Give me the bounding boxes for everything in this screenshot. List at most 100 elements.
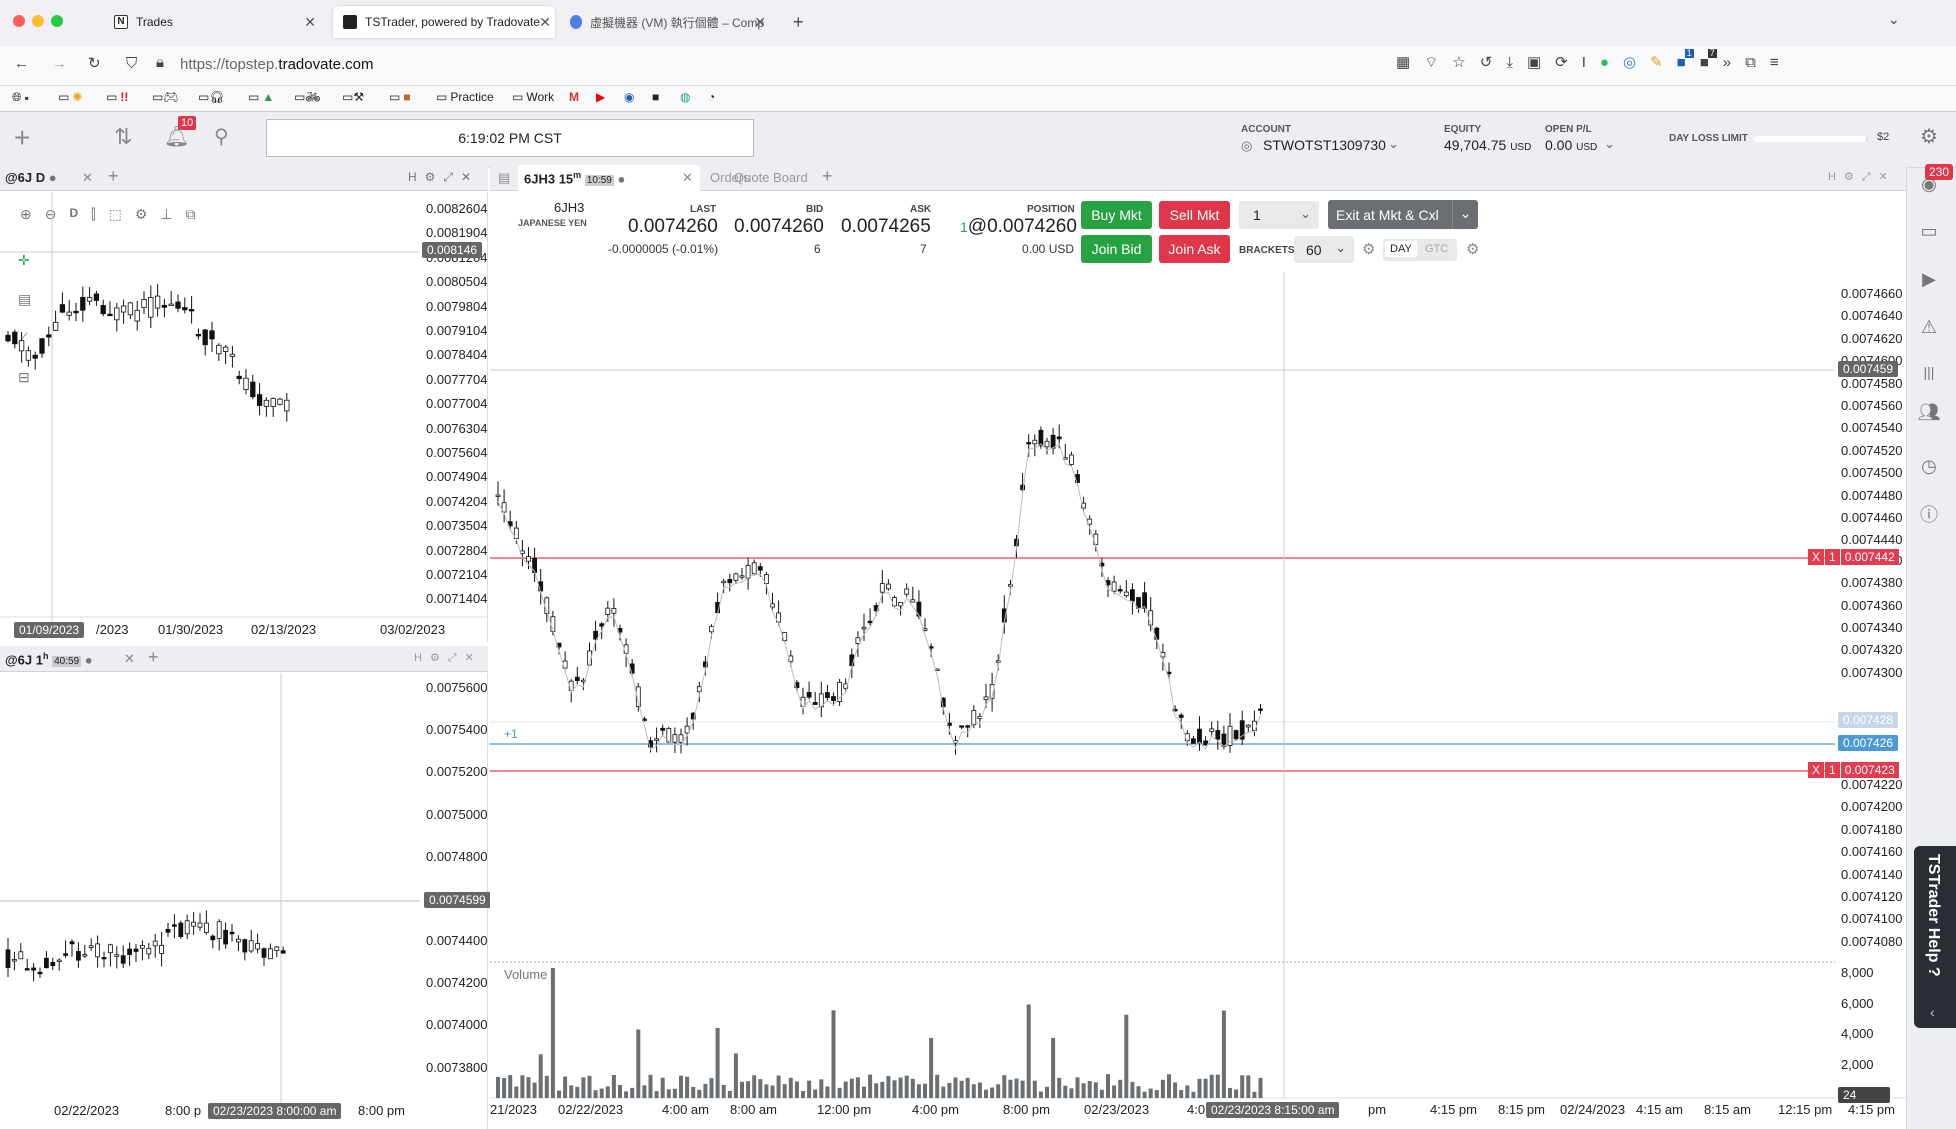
- chevron-left-icon[interactable]: ‹: [1930, 1004, 1935, 1020]
- browser-tab-trades[interactable]: N Trades ✕: [104, 6, 324, 38]
- pencil-icon[interactable]: ✎: [1650, 54, 1663, 71]
- join-bid-button[interactable]: Join Bid: [1081, 235, 1152, 263]
- maximize-window-button[interactable]: [51, 15, 63, 27]
- zoom-in-icon[interactable]: ⊕: [20, 206, 32, 222]
- close-window-button[interactable]: [13, 15, 25, 27]
- select-icon[interactable]: ⬚: [108, 206, 122, 222]
- bookmark-folder[interactable]: ▭ ■: [389, 90, 411, 104]
- left-top-chart[interactable]: ⊕ ⊖ D ⫿ ⬚ ⚙ ⊥ ⧉ ✛ ▤ ⟋ ⊟ 0.0082604 0.00819…: [0, 192, 488, 642]
- menu-icon[interactable]: ≡: [1769, 54, 1779, 71]
- join-ask-button[interactable]: Join Ask: [1159, 235, 1230, 263]
- sliders-icon[interactable]: ⚙: [1920, 126, 1938, 148]
- order-tag-lower[interactable]: X 1 0.007423: [1808, 762, 1899, 778]
- add-tab-icon[interactable]: +: [148, 647, 159, 667]
- chevron-down-icon[interactable]: ⌄: [1604, 136, 1615, 151]
- order-settings-icon[interactable]: ⚙: [1466, 241, 1480, 258]
- panel-controls[interactable]: H⚙⤢✕: [414, 652, 482, 664]
- sync-icon[interactable]: ⟳: [1555, 54, 1568, 71]
- cancel-order-icon[interactable]: X: [1808, 549, 1825, 565]
- address-field[interactable]: https://topstep.tradovate.com: [180, 56, 373, 73]
- chevron-down-icon[interactable]: ⌄: [1388, 136, 1399, 151]
- tab-orders[interactable]: Orders: [710, 170, 750, 185]
- printer-icon[interactable]: ▣: [1526, 54, 1542, 71]
- overflow-chevron-icon[interactable]: »: [1722, 54, 1732, 71]
- chatgpt-icon[interactable]: ◍: [680, 90, 691, 104]
- cursor-icon[interactable]: I: [1581, 54, 1586, 71]
- quantity-select[interactable]: 1 ⌄: [1239, 201, 1319, 229]
- hourly-candlestick-chart[interactable]: [0, 673, 488, 1129]
- tif-day[interactable]: DAY: [1385, 241, 1417, 257]
- bars-icon[interactable]: |||: [1923, 364, 1935, 380]
- 15m-candlestick-chart[interactable]: [490, 272, 1906, 1129]
- chat-icon[interactable]: ▭: [1920, 220, 1938, 241]
- zoom-out-icon[interactable]: ⊖: [44, 206, 57, 222]
- bookmark-folder[interactable]: 🌐︎ ▪: [12, 90, 29, 105]
- exit-at-market-button[interactable]: Exit at Mkt & Cxl ⌄: [1328, 200, 1478, 229]
- order-tag-upper[interactable]: X 1 0.007442: [1808, 549, 1899, 565]
- qr-icon[interactable]: ▦: [1396, 54, 1411, 71]
- help-tab[interactable]: TSTrader Help ? ‹: [1914, 846, 1956, 1028]
- site-icon[interactable]: ◉: [624, 90, 635, 104]
- history-icon[interactable]: ↺: [1479, 54, 1493, 71]
- lock-icon[interactable]: ⊟: [18, 369, 30, 385]
- bookmark-folder[interactable]: ▭ ▲: [248, 90, 275, 104]
- star-icon[interactable]: ☆: [1452, 54, 1466, 71]
- brackets-settings-icon[interactable]: ⚙: [1362, 241, 1376, 258]
- add-tab-icon[interactable]: +: [822, 166, 833, 186]
- tab-6j-hourly[interactable]: @6J 1h 40:59 ●: [5, 651, 93, 668]
- help-icon[interactable]: ⓘ: [1920, 505, 1938, 525]
- minimize-window-button[interactable]: [32, 15, 44, 27]
- download-icon[interactable]: ⤓: [1506, 54, 1513, 71]
- close-tab-icon[interactable]: ✕: [539, 13, 551, 30]
- tab-6jh3-15m[interactable]: 6JH3 15m 10:59 ● ✕: [518, 165, 700, 191]
- browser-tab-tstrader[interactable]: TSTrader, powered by Tradovate ✕: [333, 6, 555, 38]
- layout-icon[interactable]: ▤: [498, 170, 511, 185]
- tab-list-chevron-icon[interactable]: ⌄: [1888, 11, 1900, 27]
- buy-market-button[interactable]: Buy Mkt: [1081, 201, 1152, 229]
- bookmark-work[interactable]: ▭ Work: [512, 90, 555, 104]
- evernote-icon[interactable]: ●: [1599, 54, 1609, 71]
- panel-controls[interactable]: H⚙⤢✕: [408, 170, 480, 184]
- bookmark-folder[interactable]: ▭!!: [106, 90, 129, 104]
- forward-icon[interactable]: →: [52, 55, 67, 72]
- close-tab-icon[interactable]: ✕: [304, 13, 316, 30]
- search-icon[interactable]: ⚲: [214, 126, 229, 148]
- warning-icon[interactable]: ⚠: [1920, 316, 1938, 337]
- bookmark-folder[interactable]: ▭🎧︎: [198, 90, 225, 104]
- panel-controls[interactable]: H⚙⤢✕: [1828, 171, 1896, 183]
- timeframe-button[interactable]: D: [69, 206, 79, 220]
- tab-6j-daily[interactable]: @6J D ●: [5, 170, 57, 185]
- left-bottom-chart[interactable]: 0.0075600 0.0075400 0.0075200 0.0075000 0.00…: [0, 673, 491, 1129]
- add-tab-icon[interactable]: +: [108, 166, 119, 186]
- studies-icon[interactable]: ⊥: [160, 206, 173, 222]
- users-icon[interactable]: 👥︎: [1917, 401, 1941, 422]
- close-icon[interactable]: ✕: [82, 170, 93, 185]
- extension-badge-icon[interactable]: ■ 7: [1699, 48, 1717, 71]
- bookmark-folder[interactable]: ▭🚲︎: [294, 90, 321, 104]
- daily-candlestick-chart[interactable]: [0, 192, 488, 642]
- back-icon[interactable]: ←: [14, 55, 29, 72]
- tif-gtc[interactable]: GTC: [1425, 243, 1449, 255]
- candles-icon[interactable]: ⫿: [91, 206, 96, 222]
- video-icon[interactable]: ▶: [1922, 268, 1936, 289]
- bookmark-folder[interactable]: ▭🎮︎: [152, 90, 179, 104]
- close-tab-icon[interactable]: ✕: [754, 13, 766, 30]
- settings-icon[interactable]: ⚙: [134, 206, 148, 222]
- close-icon[interactable]: ✕: [682, 170, 693, 185]
- line-tool-icon[interactable]: ⟋: [18, 330, 28, 346]
- new-tab-icon[interactable]: +: [793, 12, 804, 32]
- tradingview-icon[interactable]: ■: [652, 90, 660, 104]
- bell-icon[interactable]: 🔔︎: [164, 126, 190, 148]
- main-chart-area[interactable]: 0.00746600.00746400.00746200.00746000.00…: [490, 272, 1906, 1129]
- extension-circle-icon[interactable]: ◎: [1622, 54, 1637, 71]
- bookmark-practice[interactable]: ▭ Practice: [436, 90, 494, 104]
- bookmark-folder[interactable]: ▭ ✺: [58, 90, 83, 104]
- tab-quote-board[interactable]: Quote Board: [734, 170, 808, 185]
- add-icon[interactable]: +: [14, 122, 31, 153]
- extension-badge-icon[interactable]: ■ 1: [1676, 48, 1694, 71]
- crosshair-icon[interactable]: ✛: [18, 252, 30, 268]
- gmail-icon[interactable]: M: [569, 90, 579, 104]
- copy-icon[interactable]: ⧉: [185, 206, 196, 222]
- pocket-icon[interactable]: ⌔: [1424, 54, 1439, 71]
- close-icon[interactable]: ✕: [124, 651, 135, 666]
